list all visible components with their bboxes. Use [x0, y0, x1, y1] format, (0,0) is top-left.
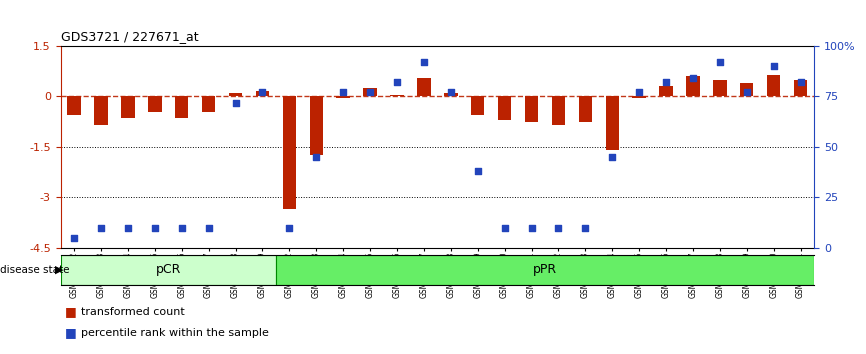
Point	[336, 90, 350, 95]
Bar	[444, 93, 457, 96]
Point	[713, 59, 727, 65]
Point	[632, 90, 646, 95]
Bar	[578, 96, 592, 122]
Bar	[740, 83, 753, 96]
Point	[686, 75, 700, 81]
Point	[229, 100, 242, 105]
Point	[605, 154, 619, 160]
Point	[68, 235, 81, 241]
Text: ■: ■	[65, 326, 77, 339]
Text: ■: ■	[65, 305, 77, 318]
Bar	[282, 96, 296, 209]
Point	[121, 225, 135, 230]
Bar	[255, 91, 269, 96]
Point	[525, 225, 539, 230]
Point	[202, 225, 216, 230]
Point	[766, 63, 780, 69]
Bar	[767, 75, 780, 96]
Text: pPR: pPR	[533, 263, 557, 276]
Point	[578, 225, 592, 230]
Point	[740, 90, 753, 95]
Point	[94, 225, 108, 230]
Bar	[276, 255, 814, 285]
Bar	[686, 76, 700, 96]
Text: percentile rank within the sample: percentile rank within the sample	[81, 328, 268, 338]
Point	[282, 225, 296, 230]
Bar	[68, 96, 81, 115]
Bar	[364, 88, 377, 96]
Bar	[498, 96, 511, 120]
Bar	[713, 80, 727, 96]
Point	[148, 225, 162, 230]
Point	[390, 80, 404, 85]
Point	[498, 225, 512, 230]
Point	[471, 168, 485, 174]
Text: pCR: pCR	[156, 263, 181, 276]
Bar	[336, 96, 350, 98]
Point	[417, 59, 430, 65]
Point	[552, 225, 565, 230]
Bar	[605, 96, 619, 150]
Bar	[525, 96, 539, 122]
Bar	[794, 80, 807, 96]
Bar	[175, 96, 189, 118]
Point	[363, 90, 377, 95]
Bar	[632, 96, 646, 98]
Bar	[148, 96, 162, 112]
Point	[255, 90, 269, 95]
Bar	[121, 96, 134, 118]
Bar	[61, 255, 276, 285]
Bar	[391, 95, 404, 96]
Bar	[471, 96, 484, 115]
Point	[444, 90, 458, 95]
Bar	[659, 86, 673, 96]
Text: transformed count: transformed count	[81, 307, 184, 316]
Point	[659, 80, 673, 85]
Bar	[94, 96, 107, 125]
Point	[175, 225, 189, 230]
Text: ▶: ▶	[55, 265, 63, 275]
Bar	[552, 96, 565, 125]
Bar	[202, 96, 216, 112]
Point	[309, 154, 323, 160]
Bar	[309, 96, 323, 155]
Text: disease state: disease state	[0, 265, 69, 275]
Bar	[229, 93, 242, 96]
Point	[793, 80, 807, 85]
Bar	[417, 78, 430, 96]
Text: GDS3721 / 227671_at: GDS3721 / 227671_at	[61, 30, 198, 44]
